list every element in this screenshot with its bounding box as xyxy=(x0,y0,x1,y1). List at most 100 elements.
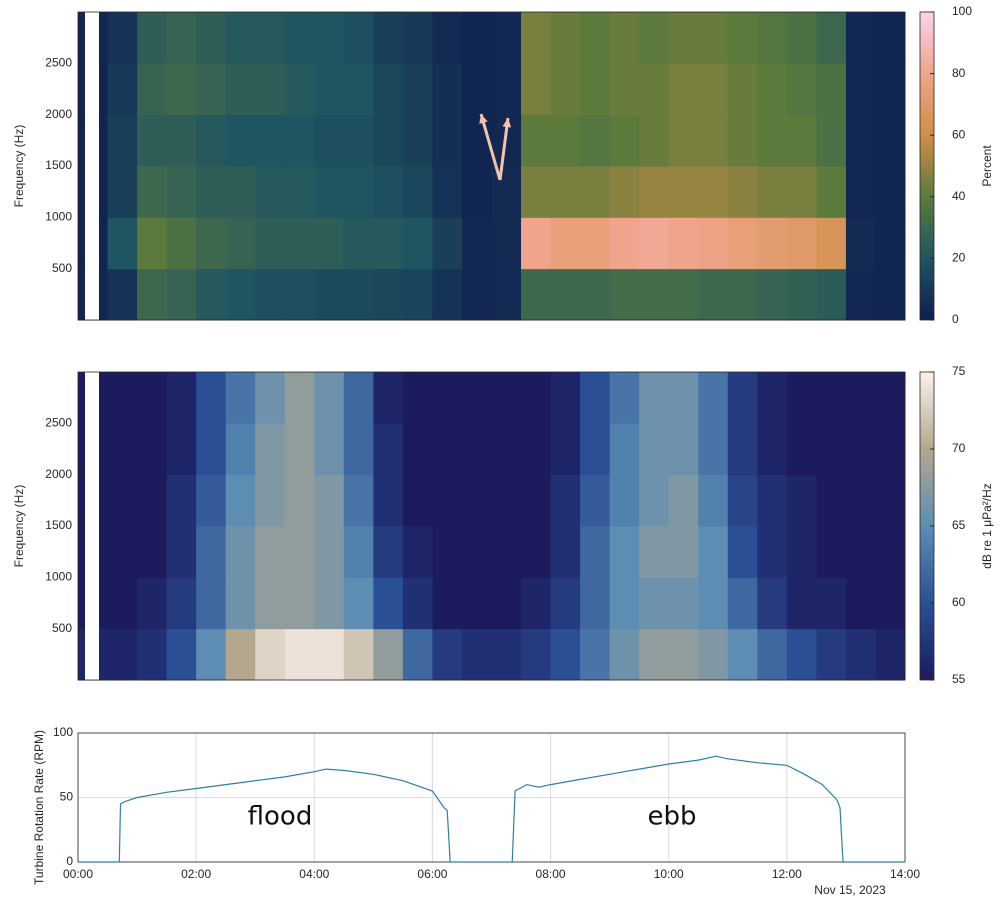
heatmap-cell xyxy=(609,372,640,424)
heatmap-cell xyxy=(402,474,433,527)
heatmap-cell xyxy=(639,526,670,578)
heatmap-cell xyxy=(107,114,138,167)
heatmap-cell xyxy=(196,114,227,167)
y-tick-label: 2000 xyxy=(45,107,72,121)
heatmap-cell xyxy=(639,217,670,270)
heatmap-cell xyxy=(521,372,552,424)
heatmap-cell xyxy=(137,423,168,476)
heatmap-cell xyxy=(698,217,729,270)
heatmap-cell xyxy=(432,577,463,630)
heatmap-cell xyxy=(432,372,463,424)
colorbar-label: Percent xyxy=(980,145,994,187)
heatmap-cell xyxy=(521,577,552,630)
heatmap-cell xyxy=(432,217,463,270)
heatmap-cell xyxy=(461,577,492,630)
heatmap-cell xyxy=(196,166,227,218)
heatmap-cell xyxy=(521,423,552,476)
heatmap-cell xyxy=(491,372,522,424)
heatmap-cell xyxy=(550,526,581,578)
heatmap-cell xyxy=(580,63,611,116)
heatmap-cell xyxy=(609,577,640,630)
heatmap-cell xyxy=(343,577,374,630)
heatmap-cell xyxy=(845,423,876,476)
heatmap-cell xyxy=(107,217,138,270)
heatmap-cell xyxy=(845,63,876,116)
heatmap-cell xyxy=(166,526,197,578)
heatmap-cell xyxy=(698,268,729,321)
heatmap-cell xyxy=(107,268,138,321)
y-tick-label: 1000 xyxy=(45,570,72,584)
heatmap-cell xyxy=(284,166,315,218)
heatmap-cell xyxy=(668,474,699,527)
colorbar-tick-label: 60 xyxy=(952,127,966,141)
heatmap-cell xyxy=(373,63,404,116)
heatmap-cell xyxy=(284,12,315,64)
heatmap-cell xyxy=(402,114,433,167)
heatmap-cell xyxy=(727,63,758,116)
heatmap-cell xyxy=(402,372,433,424)
heatmap-cell xyxy=(845,217,876,270)
heatmap-cell xyxy=(343,474,374,527)
heatmap-cell xyxy=(461,166,492,218)
heatmap-cell xyxy=(432,423,463,476)
y-tick-label: 0 xyxy=(66,854,73,868)
heatmap-cell xyxy=(521,217,552,270)
heatmap-cell xyxy=(314,114,345,167)
heatmap-cell xyxy=(225,526,256,578)
heatmap-cell xyxy=(196,372,227,424)
heatmap-cell xyxy=(314,577,345,630)
heatmap-cell xyxy=(255,474,286,527)
heatmap-cell xyxy=(816,372,847,424)
x-tick-label: 14:00 xyxy=(890,867,920,881)
heatmap-cell xyxy=(137,526,168,578)
heatmap-cell xyxy=(137,628,168,681)
heatmap-cell xyxy=(255,372,286,424)
heatmap-cell xyxy=(107,628,138,681)
arrow-shaft xyxy=(479,113,502,181)
heatmap-cell xyxy=(402,628,433,681)
colorbar-tick-label: 20 xyxy=(952,251,966,265)
heatmap-cell xyxy=(137,372,168,424)
heatmap-cell xyxy=(373,423,404,476)
y-axis-label: Turbine Rotation Rate (RPM) xyxy=(32,730,46,885)
heatmap-cell xyxy=(432,474,463,527)
heatmap-cell xyxy=(786,217,817,270)
heatmap-cell xyxy=(757,217,788,270)
heatmap-cell xyxy=(757,63,788,116)
heatmap-cell xyxy=(668,526,699,578)
y-tick-label: 2000 xyxy=(45,467,72,481)
heatmap-cell xyxy=(727,423,758,476)
heatmap-cell xyxy=(757,268,788,321)
heatmap-cell xyxy=(550,628,581,681)
heatmap-cell xyxy=(698,423,729,476)
heatmap-cell xyxy=(491,268,522,321)
heatmap-cell xyxy=(550,423,581,476)
heatmap-cell xyxy=(314,217,345,270)
heatmap-cell xyxy=(550,63,581,116)
heatmap-cell xyxy=(137,166,168,218)
heatmap-cell xyxy=(225,217,256,270)
heatmap-cell xyxy=(284,577,315,630)
heatmap-cell xyxy=(757,166,788,218)
heatmap-cell xyxy=(225,577,256,630)
heatmap-cell xyxy=(845,12,876,64)
heatmap-cell xyxy=(757,474,788,527)
heatmap-cell xyxy=(727,372,758,424)
heatmap-cell xyxy=(314,166,345,218)
heatmap-cell xyxy=(196,577,227,630)
heatmap-cell xyxy=(668,63,699,116)
heatmap-cell xyxy=(639,628,670,681)
heatmap-cell xyxy=(491,423,522,476)
heatmap-cell xyxy=(521,12,552,64)
heatmap-cell xyxy=(580,577,611,630)
heatmap-cell xyxy=(432,628,463,681)
heatmap-cell xyxy=(639,114,670,167)
heatmap-cell xyxy=(225,166,256,218)
heatmap-cell xyxy=(343,217,374,270)
heatmap-cell xyxy=(580,474,611,527)
heatmap-cell xyxy=(461,526,492,578)
heatmap-cell xyxy=(757,526,788,578)
y-tick-label: 2500 xyxy=(45,56,72,70)
heatmap-cell xyxy=(255,217,286,270)
heatmap-cell xyxy=(845,166,876,218)
